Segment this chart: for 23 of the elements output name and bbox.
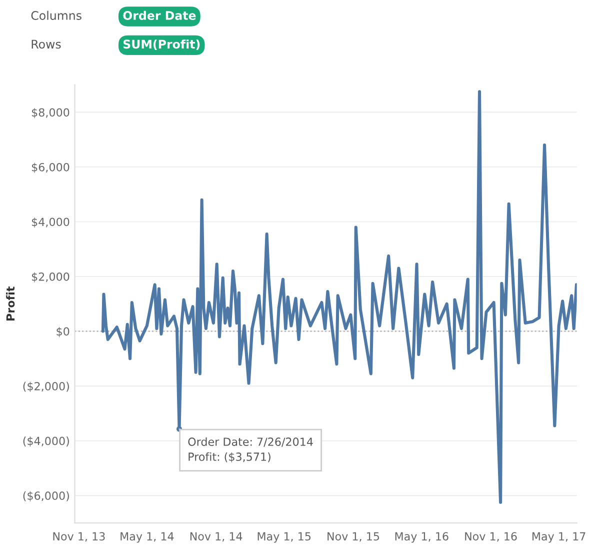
x-tick-label: May 1, 15 xyxy=(258,532,311,543)
y-tick-label: $4,000 xyxy=(32,218,70,228)
text: Order Date xyxy=(123,10,196,20)
x-tick-label: Nov 1, 16 xyxy=(465,532,517,542)
line-series xyxy=(101,90,577,504)
y-tick-label: $0 xyxy=(56,327,70,338)
x-tick-label: Nov 1, 13 xyxy=(53,532,105,542)
x-tick-label: May 1, 14 xyxy=(120,532,174,543)
y-tick-label: $6,000 xyxy=(32,162,70,173)
text: SUM(Profit) xyxy=(123,39,200,50)
x-tick-label: May 1, 17 xyxy=(532,532,586,543)
x-tick-label: Nov 1, 15 xyxy=(328,532,380,542)
text: Columns xyxy=(31,10,82,20)
annotation: Order Date: 7/26/2014 Profit: ($3,571) xyxy=(188,437,313,462)
y-tick-label: ($4,000) xyxy=(23,436,69,447)
x-tick-label: May 1, 16 xyxy=(395,532,448,543)
text: Rows xyxy=(32,40,61,49)
y-tick-label: ($2,000) xyxy=(23,382,69,392)
y-axis-title: Profit xyxy=(6,286,15,320)
y-tick-label: $8,000 xyxy=(32,108,70,118)
x-tick-label: Nov 1, 14 xyxy=(190,532,242,542)
y-tick-label: ($6,000) xyxy=(23,491,69,502)
y-tick-label: $2,000 xyxy=(32,272,70,282)
